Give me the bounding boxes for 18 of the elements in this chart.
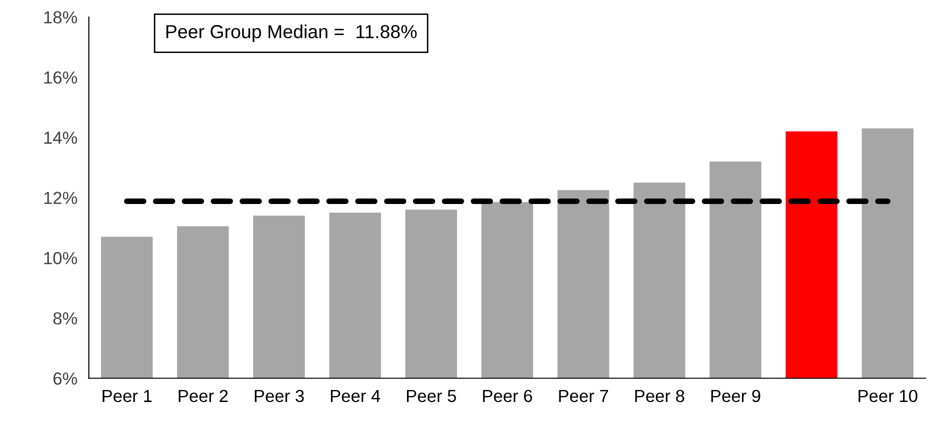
x-tick-label: Peer 1: [102, 390, 152, 402]
y-tick-label: 6%: [54, 372, 78, 385]
x-tick-label: Peer 10: [858, 390, 918, 402]
x-tick-label: Peer 6: [483, 390, 532, 402]
y-tick-label: 16%: [44, 71, 78, 84]
x-tick-label: Peer 9: [711, 390, 760, 402]
x-tick-label: Peer 5: [407, 390, 456, 402]
x-tick-label: Peer 3: [254, 390, 304, 402]
x-tick-label: Peer 2: [178, 390, 228, 402]
y-tick-label: 12%: [44, 192, 78, 204]
x-tick-label: Peer 4: [330, 390, 380, 402]
y-tick-label: 18%: [44, 11, 78, 24]
ref-line-label: Peer Group Median = 11.88%: [166, 24, 417, 42]
y-tick-label: 14%: [44, 132, 78, 144]
x-tick-label: Peer 7: [559, 390, 608, 402]
y-tick-label: 8%: [53, 312, 78, 325]
x-tick-label: Peer 8: [635, 390, 684, 402]
y-tick-label: 10%: [44, 252, 78, 264]
